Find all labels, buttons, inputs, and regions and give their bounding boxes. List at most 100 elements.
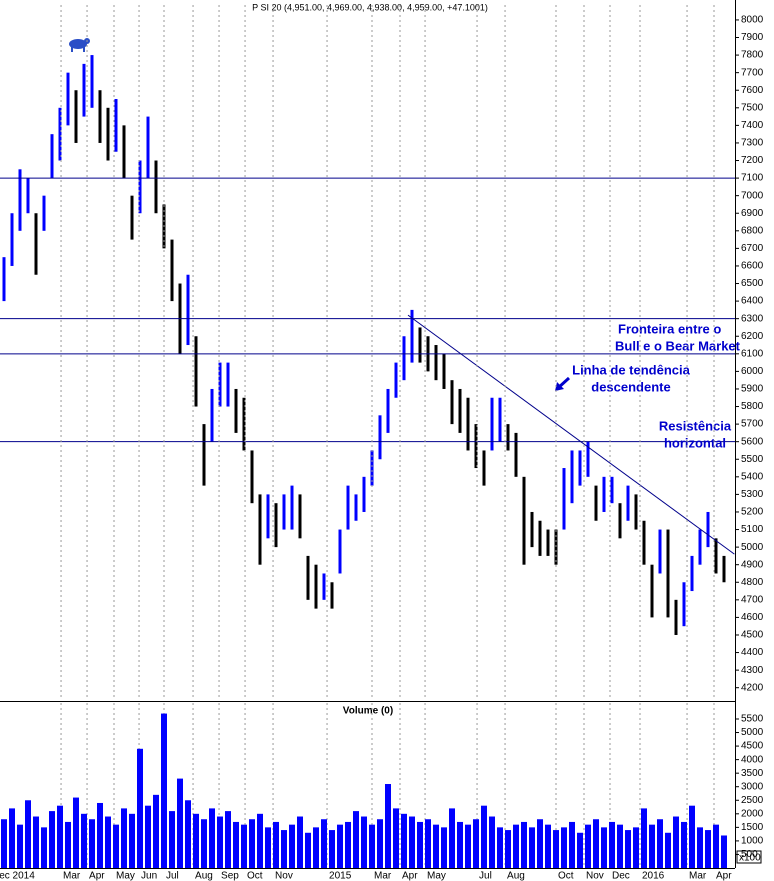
price-bar <box>154 160 158 214</box>
volume-bar <box>25 800 31 868</box>
y-tick-label: 5600 <box>741 436 764 447</box>
volume-bar <box>145 805 151 868</box>
volume-bar <box>537 819 543 868</box>
y-tick-label: 4400 <box>741 647 764 658</box>
price-bar <box>234 388 238 433</box>
y-tick-label: 3000 <box>741 781 764 792</box>
price-bar <box>610 476 614 504</box>
annotation: Linha de tendência <box>572 362 691 377</box>
volume-bar <box>65 821 71 868</box>
price-bar <box>434 345 438 381</box>
y-tick-label: 6600 <box>741 261 764 272</box>
price-bar <box>618 503 622 539</box>
volume-bar <box>449 808 455 868</box>
volume-bar <box>689 805 695 868</box>
price-bar <box>250 450 254 504</box>
volume-bar <box>193 813 199 868</box>
y-tick-label: 6300 <box>741 313 764 324</box>
y-tick-label: 5800 <box>741 401 764 412</box>
volume-bar <box>33 816 39 868</box>
volume-bar <box>465 824 471 868</box>
y-tick-label: 2000 <box>741 808 764 819</box>
x-tick-label: 2015 <box>329 871 352 881</box>
volume-bar <box>433 824 439 868</box>
y-tick-label: 7300 <box>741 138 764 149</box>
volume-bar <box>9 808 15 868</box>
volume-bar <box>489 816 495 868</box>
y-tick-label: 4800 <box>741 577 764 588</box>
price-bar <box>546 529 550 556</box>
volume-bar <box>137 748 143 868</box>
volume-bar <box>457 821 463 868</box>
price-bar <box>130 195 134 240</box>
volume-bar <box>0 819 7 868</box>
price-bar <box>466 397 470 451</box>
price-bar <box>706 511 710 548</box>
x-tick-label: Mar <box>374 871 392 881</box>
price-bar <box>578 450 582 486</box>
price-bar <box>530 511 534 548</box>
volume-bar <box>201 819 207 868</box>
volume-bar <box>593 819 599 868</box>
price-bar <box>10 213 14 266</box>
price-bar <box>218 362 222 407</box>
price-bar <box>290 485 294 530</box>
price-bar <box>74 90 78 143</box>
price-bar <box>122 125 126 179</box>
x-tick-label: Nov <box>275 871 293 881</box>
price-bar <box>498 397 502 442</box>
annotation: descendente <box>591 379 670 394</box>
y-tick-label: 4600 <box>741 612 764 623</box>
price-bar <box>586 441 590 477</box>
price-bar <box>50 134 54 179</box>
y-tick-label: 6800 <box>741 225 764 236</box>
y-tick-label: 500 <box>741 849 758 860</box>
x-tick-label: Mar <box>689 871 707 881</box>
x-tick-label: Nov <box>586 871 604 881</box>
volume-bar <box>545 824 551 868</box>
y-tick-label: 4200 <box>741 682 764 693</box>
x-tick-label: May <box>116 871 135 881</box>
price-bar <box>282 494 286 530</box>
volume-bar <box>665 832 671 868</box>
price-bar <box>602 476 606 512</box>
y-tick-label: 7800 <box>741 50 764 61</box>
price-bar <box>554 529 558 565</box>
volume-bar <box>697 827 703 868</box>
volume-bar <box>289 824 295 868</box>
price-bar <box>378 415 382 460</box>
price-bar <box>66 72 70 126</box>
volume-bar <box>585 824 591 868</box>
volume-bar <box>393 808 399 868</box>
price-bar <box>210 388 214 442</box>
x-tick-label: Apr <box>89 871 105 881</box>
x-tick-label: Dec 2014 <box>0 871 35 881</box>
volume-bar <box>441 827 447 868</box>
x-tick-label: Jun <box>141 871 157 881</box>
volume-bar <box>81 813 87 868</box>
volume-bar <box>313 827 319 868</box>
volume-bar <box>305 832 311 868</box>
y-tick-label: 6000 <box>741 366 764 377</box>
volume-bar <box>561 827 567 868</box>
y-tick-label: 7400 <box>741 120 764 131</box>
price-bar <box>18 169 22 231</box>
price-bar <box>690 555 694 592</box>
volume-bar <box>57 805 63 868</box>
price-bar <box>658 529 662 574</box>
y-tick-label: 4500 <box>741 630 764 641</box>
x-tick-label: May <box>427 871 446 881</box>
y-tick-label: 7100 <box>741 173 764 184</box>
volume-bar <box>361 816 367 868</box>
price-bar <box>682 582 686 627</box>
price-bar <box>522 476 526 565</box>
volume-bar <box>425 819 431 868</box>
y-tick-label: 6400 <box>741 296 764 307</box>
y-tick-label: 5500 <box>741 454 764 465</box>
price-bar <box>650 564 654 618</box>
y-tick-label: 5900 <box>741 384 764 395</box>
volume-bar <box>329 830 335 868</box>
y-tick-label: 7200 <box>741 155 764 166</box>
price-bar <box>642 520 646 565</box>
